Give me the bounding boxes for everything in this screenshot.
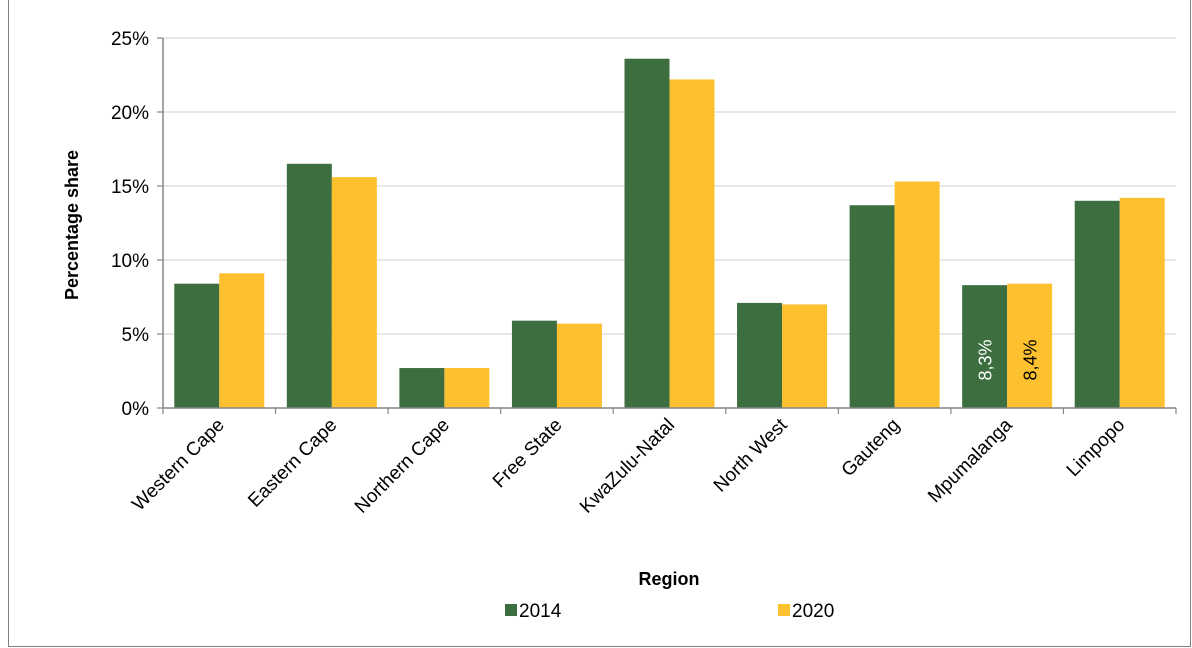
legend-swatch-2020 — [778, 604, 790, 616]
x-tick-label: North West — [710, 414, 792, 496]
legend: 2014 2020 — [505, 601, 834, 622]
bar-2020-western-cape — [219, 273, 265, 408]
x-tick-label: Western Cape — [128, 415, 228, 515]
legend-swatch-2014 — [505, 604, 517, 616]
y-tick-label: 15% — [111, 177, 149, 198]
y-tick-label: 0% — [122, 399, 150, 420]
bar-2014-northern-cape — [399, 368, 445, 408]
y-tick-label: 20% — [111, 103, 149, 124]
x-tick-label: Gauteng — [838, 415, 904, 481]
bar-2014-north-west — [737, 302, 783, 408]
x-tick-label: Free State — [489, 415, 567, 493]
bar-2020-free-state — [556, 323, 602, 408]
bar-2014-gauteng — [849, 205, 895, 408]
x-tick-label: Mpumalanga — [924, 414, 1017, 507]
bar-2014-limpopo — [1074, 200, 1120, 408]
bar-2020-northern-cape — [444, 368, 490, 408]
chart-frame — [8, 0, 1191, 647]
bar-2014-western-cape — [174, 283, 220, 408]
y-tick-label: 10% — [111, 251, 149, 272]
bar-2020-limpopo — [1119, 197, 1165, 408]
data-label: 8,4% — [1021, 339, 1041, 380]
legend-label-2014: 2014 — [519, 601, 562, 622]
x-tick-label: Limpopo — [1063, 415, 1129, 481]
bar-2014-kwazulu-natal — [624, 58, 670, 408]
bar-2020-kwazulu-natal — [669, 79, 715, 408]
data-label: 8,3% — [976, 339, 996, 380]
data-labels: 8,3% 8,4% — [976, 339, 1041, 380]
bar-2014-mpumalanga — [962, 285, 1008, 408]
bar-2014-free-state — [511, 320, 557, 408]
x-tick-label: KwaZulu-Natal — [576, 415, 679, 518]
bar-2020-north-west — [782, 304, 828, 408]
bar-2020-eastern-cape — [331, 177, 377, 408]
bars — [174, 58, 1165, 408]
x-tick-label: Northern Cape — [351, 415, 454, 518]
bar-2020-mpumalanga — [1007, 283, 1053, 408]
y-tick-label: 5% — [122, 325, 150, 346]
legend-label-2020: 2020 — [792, 601, 834, 622]
bar-2014-eastern-cape — [286, 163, 332, 408]
x-axis-title: Region — [639, 569, 700, 589]
x-tick-label: Eastern Cape — [244, 415, 341, 512]
bar-2020-gauteng — [894, 181, 940, 408]
y-tick-label: 25% — [111, 29, 149, 50]
y-axis-title: Percentage share — [62, 150, 82, 300]
